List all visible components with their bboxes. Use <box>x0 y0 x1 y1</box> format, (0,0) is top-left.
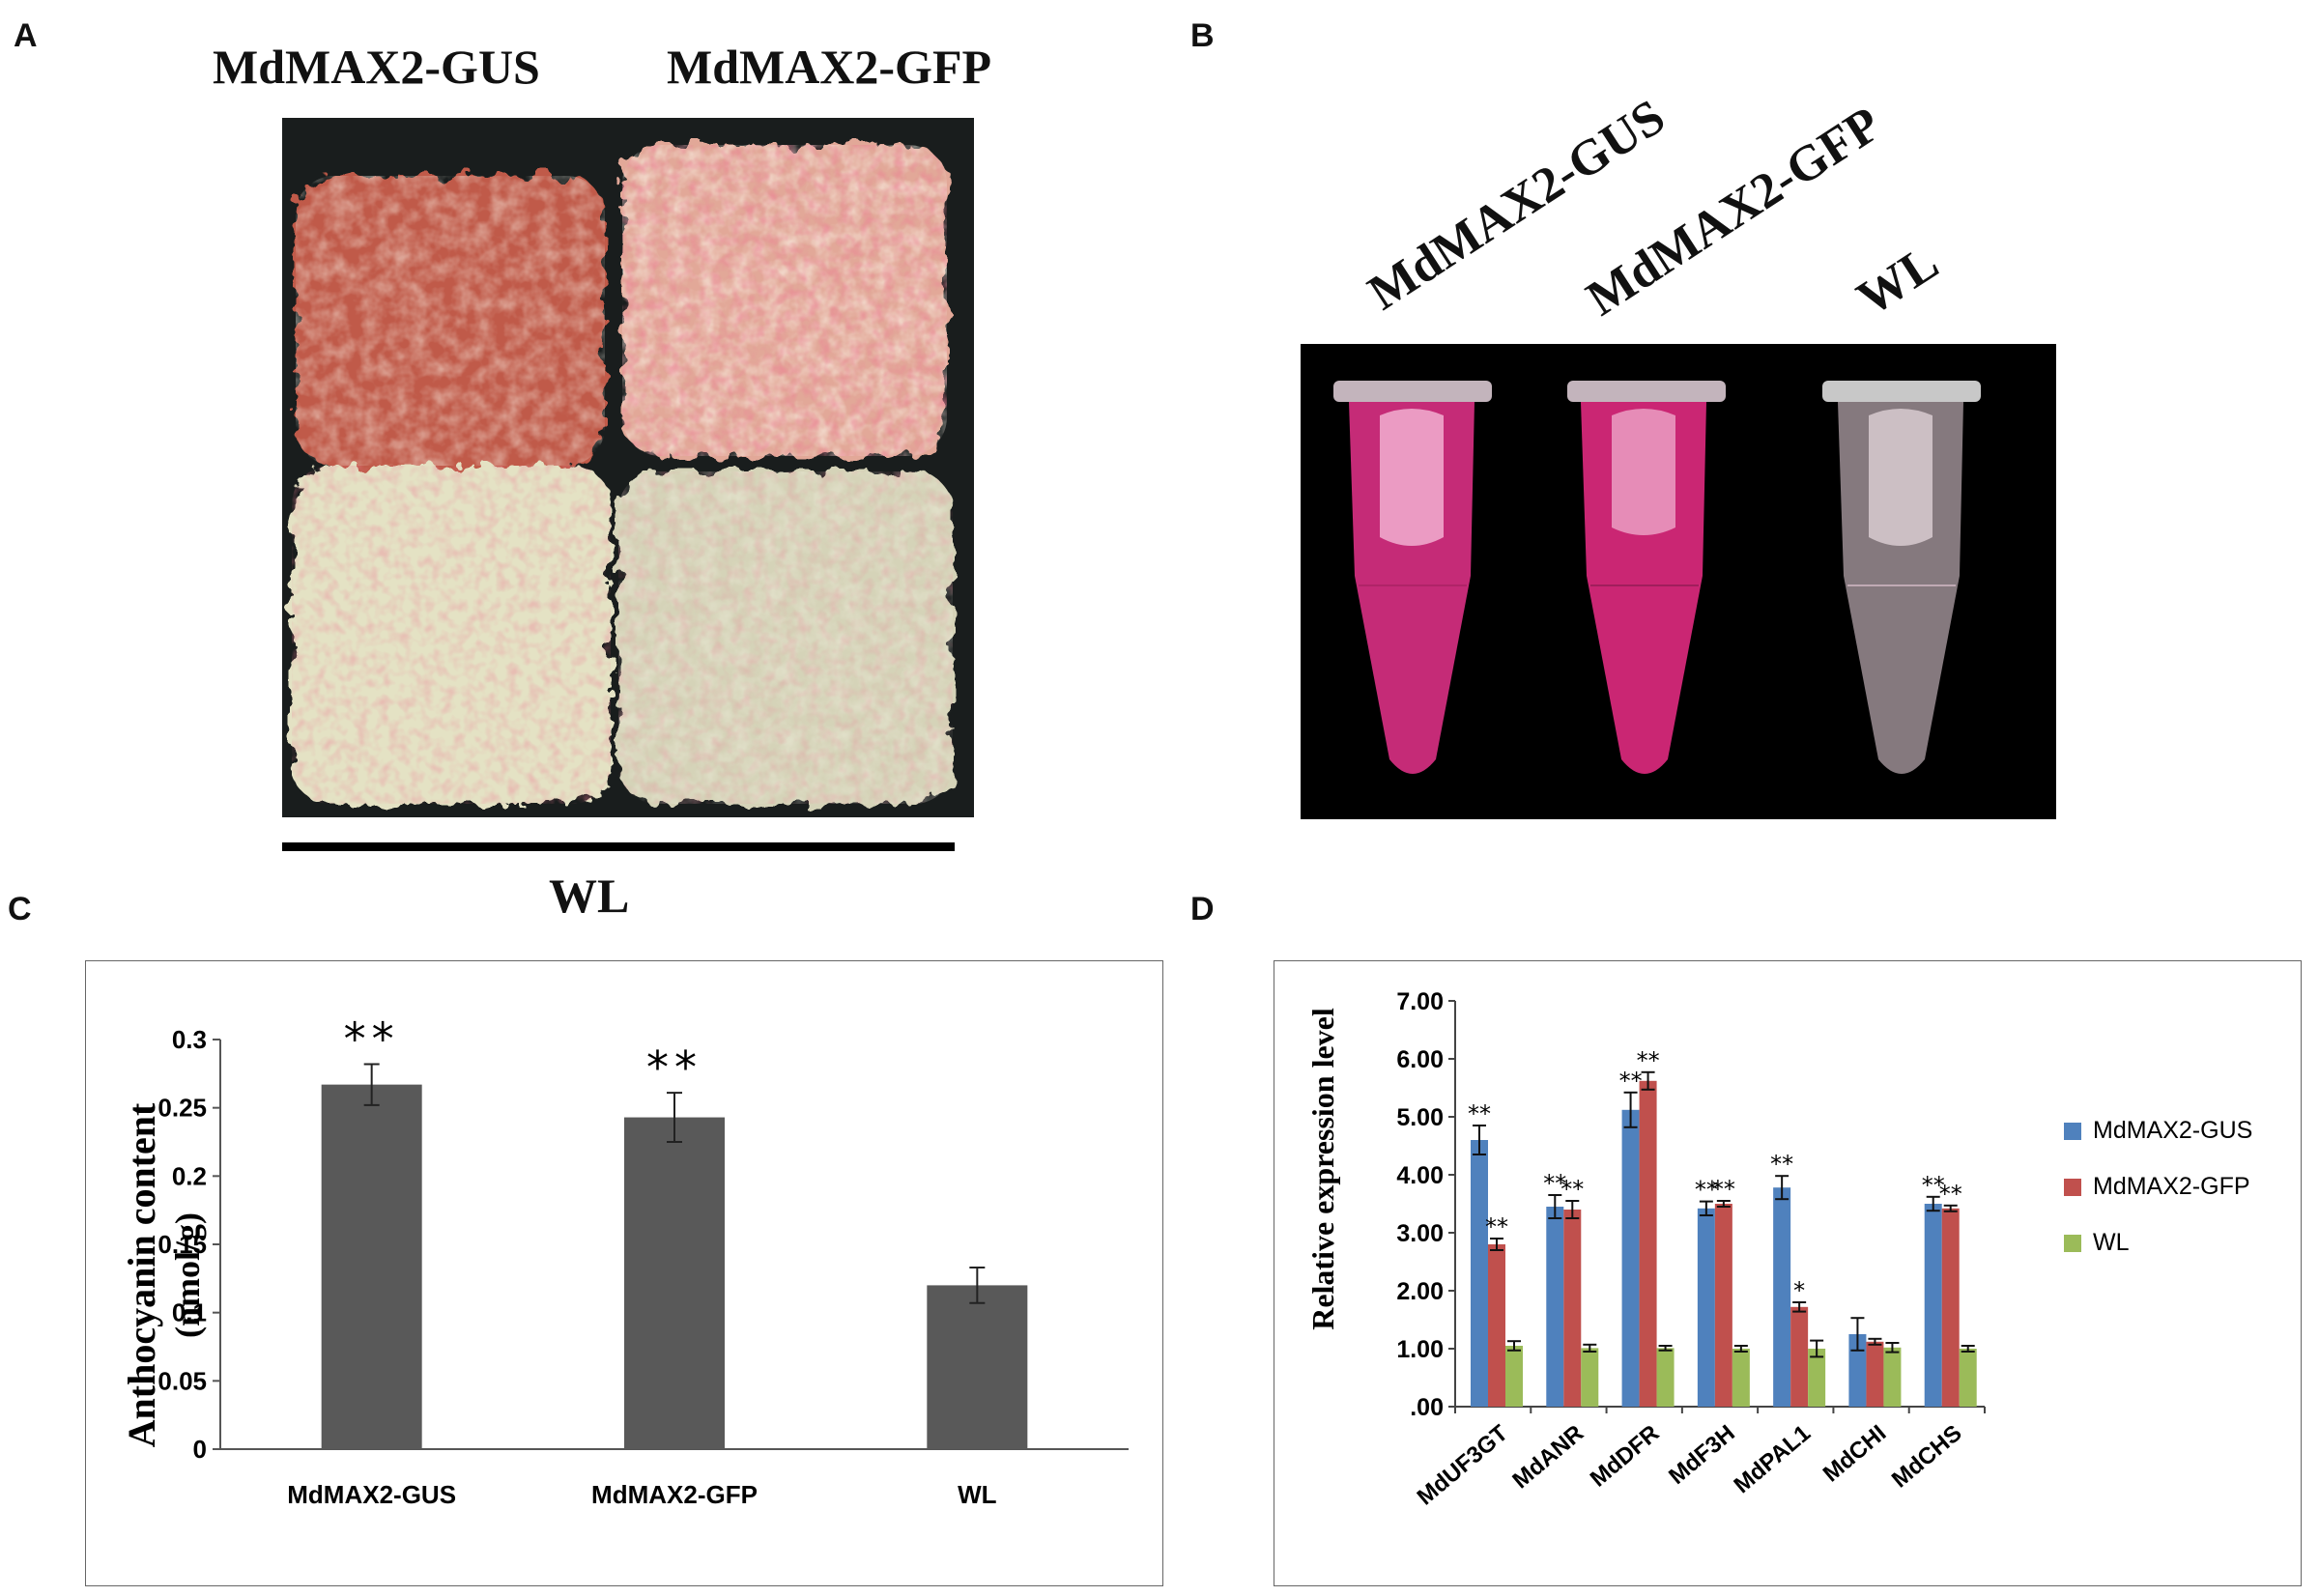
chart-d-ytick-label: 6.00 <box>1396 1046 1444 1073</box>
chart-c-ylabel-unit: (nmol/g) <box>168 1212 207 1338</box>
tube-photo <box>1301 344 2056 819</box>
chart-c-category-label: WL <box>958 1480 997 1509</box>
chart-anthocyanin: Anthocyanin content (nmol/g) 0 0.05 0.1 0.1… <box>85 960 1163 1586</box>
chart-d-significance: ** <box>1468 1100 1491 1127</box>
panel-letter-b: B <box>1190 17 1215 54</box>
panel-letter-a: A <box>14 17 38 54</box>
chart-c-ytick-label: 0.3 <box>172 1025 207 1054</box>
chart-d-bar <box>1488 1244 1505 1407</box>
chart-d-significance: ** <box>1560 1176 1584 1203</box>
tube-wl <box>1822 381 1981 774</box>
chart-d-bar <box>1790 1306 1809 1407</box>
panel-letter-d: D <box>1190 891 1215 927</box>
chart-d-bar <box>1563 1210 1582 1407</box>
chart-expression: Relative expression level .00 1.00 2.00 3.0… <box>1274 960 2302 1586</box>
chart-d-bar <box>1866 1341 1884 1407</box>
chart-d-legend-label: WL <box>2093 1229 2130 1256</box>
chart-d-ytick-label: 2.00 <box>1396 1278 1444 1305</box>
chart-c-ylabel: Anthocyanin content <box>120 1102 163 1447</box>
chart-d-ytick-label: 7.00 <box>1396 988 1444 1015</box>
chart-d-bar <box>1714 1204 1732 1407</box>
chart-d-bar <box>1546 1207 1564 1407</box>
wl-divider <box>282 842 955 851</box>
chart-c-ytick-label: 0 <box>193 1435 207 1464</box>
chart-d-ytick-label: 3.00 <box>1396 1220 1444 1247</box>
chart-d-bar <box>1581 1348 1599 1407</box>
chart-c-bar <box>927 1285 1028 1449</box>
chart-d-bar <box>1697 1208 1715 1407</box>
chart-d-significance: ** <box>1712 1176 1735 1203</box>
panel-letter-c: C <box>8 891 32 927</box>
chart-d-significance: ** <box>1770 1151 1793 1178</box>
callus-photo <box>282 118 974 817</box>
chart-c-category-label: MdMAX2-GFP <box>591 1480 758 1509</box>
chart-d-significance: * <box>1793 1277 1805 1304</box>
chart-c-category-label: MdMAX2-GUS <box>287 1480 456 1509</box>
panel-a-label-gus: MdMAX2-GUS <box>213 40 540 94</box>
chart-d-significance: ** <box>1939 1181 1962 1208</box>
chart-d-significance: ** <box>1485 1213 1508 1240</box>
chart-c-ytick-label: 0.15 <box>157 1230 207 1259</box>
chart-c-ytick-label: 0.2 <box>172 1161 207 1190</box>
chart-d-legend-swatch <box>2064 1235 2081 1252</box>
chart-d-legend-swatch <box>2064 1179 2081 1196</box>
chart-d-bar <box>1732 1349 1750 1407</box>
chart-d-significance: ** <box>1543 1170 1566 1197</box>
chart-d-legend-label: MdMAX2-GFP <box>2093 1173 2250 1200</box>
chart-d-ylabel: Relative expression level <box>1305 1008 1340 1330</box>
chart-d-ytick-label: .00 <box>1410 1394 1444 1421</box>
chart-d-bar <box>1808 1349 1826 1407</box>
panel-a-label-wl: WL <box>549 869 630 923</box>
chart-d-bar <box>1471 1140 1488 1407</box>
chart-d-bar <box>1639 1080 1657 1407</box>
chart-d-bar <box>1621 1109 1640 1407</box>
chart-c-ytick-label: 0.25 <box>157 1094 207 1123</box>
chart-d-significance: ** <box>1695 1177 1718 1204</box>
chart-d-bar <box>1848 1334 1867 1407</box>
chart-d-ytick-label: 5.00 <box>1396 1104 1444 1131</box>
chart-d-significance: ** <box>1637 1047 1660 1074</box>
chart-d-legend-label: MdMAX2-GUS <box>2093 1117 2252 1144</box>
chart-d-bar <box>1924 1204 1942 1407</box>
chart-d-bar <box>1941 1208 1960 1407</box>
chart-c-bar <box>624 1117 725 1449</box>
chart-d-significance: ** <box>1619 1068 1643 1095</box>
chart-d-bar <box>1959 1349 1977 1407</box>
chart-d-ytick-label: 1.00 <box>1396 1336 1444 1363</box>
tube-gfp <box>1567 381 1726 774</box>
tube-gus <box>1333 381 1492 774</box>
panel-a-label-gfp: MdMAX2-GFP <box>667 40 992 94</box>
tube-label-wl: WL <box>1847 235 1949 328</box>
chart-d-significance: ** <box>1922 1172 1945 1199</box>
chart-d-bar <box>1656 1348 1675 1407</box>
chart-d-bar <box>1505 1346 1523 1407</box>
chart-c-bar <box>321 1084 422 1449</box>
chart-d-bar <box>1773 1187 1791 1407</box>
chart-d-bar <box>1883 1347 1902 1407</box>
chart-d-legend-swatch <box>2064 1123 2081 1140</box>
chart-c-ytick-label: 0.05 <box>157 1366 207 1395</box>
chart-c-significance: ** <box>646 1041 702 1094</box>
chart-c-ytick-label: 0.1 <box>172 1298 207 1327</box>
chart-c-significance: ** <box>344 1012 400 1065</box>
chart-d-ytick-label: 4.00 <box>1396 1162 1444 1189</box>
